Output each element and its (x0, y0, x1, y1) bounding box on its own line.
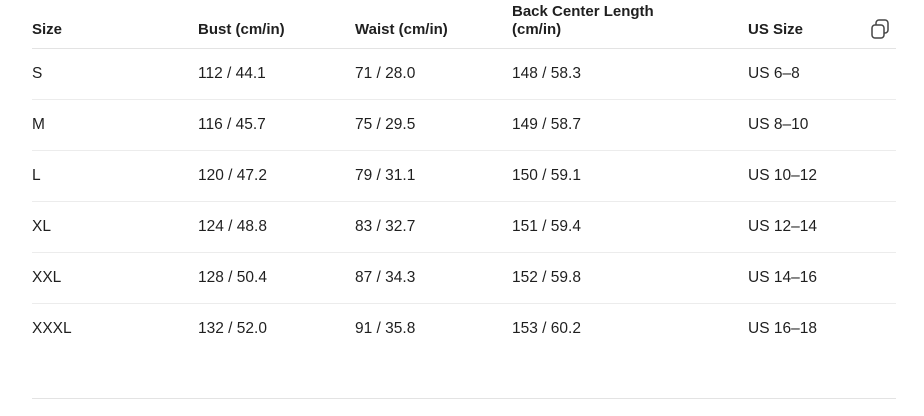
table-cell: 75 / 29.5 (355, 116, 416, 133)
table-cell: US 10–12 (748, 167, 817, 184)
table-cell: US 12–14 (748, 218, 817, 235)
table-cell: US 14–16 (748, 269, 817, 286)
table-row: L 120 / 47.2 79 / 31.1 150 / 59.1 US 10–12 (32, 151, 896, 202)
table-row: S 112 / 44.1 71 / 28.0 148 / 58.3 US 6–8 (32, 49, 896, 100)
table-cell: 153 / 60.2 (512, 320, 581, 337)
table-cell: 79 / 31.1 (355, 167, 416, 184)
table-cell: US 16–18 (748, 320, 817, 337)
table-cell: M (32, 116, 45, 133)
table-cell: US 8–10 (748, 116, 809, 133)
table-cell: 116 / 45.7 (198, 116, 266, 133)
table-row: XXXL 132 / 52.0 91 / 35.8 153 / 60.2 US 16–1… (32, 304, 896, 354)
column-header: US Size (748, 21, 804, 38)
table-cell: 132 / 52.0 (198, 320, 267, 337)
copy-button[interactable] (869, 18, 891, 40)
table-cell: 112 / 44.1 (198, 65, 266, 82)
table-cell: US 6–8 (748, 65, 800, 82)
header-row: Size Bust (cm/in) Waist (cm/in) Back Center… (32, 0, 896, 49)
table-cell: XL (32, 218, 51, 235)
column-header: Size (32, 21, 63, 38)
table-cell: 151 / 59.4 (512, 218, 581, 235)
column-header: Back Center Length (cm/in) (512, 3, 654, 38)
table-cell: 128 / 50.4 (198, 269, 267, 286)
table-row: XXL 128 / 50.4 87 / 34.3 152 / 59.8 US 14–16 (32, 253, 896, 304)
table-cell: 91 / 35.8 (355, 320, 416, 337)
table-cell: 83 / 32.7 (355, 218, 416, 235)
table-cell: 152 / 59.8 (512, 269, 581, 286)
table-cell: 87 / 34.3 (355, 269, 416, 286)
table-row: XL 124 / 48.8 83 / 32.7 151 / 59.4 US 12–14 (32, 202, 896, 253)
column-header: Waist (cm/in) (355, 21, 448, 38)
table-cell: S (32, 65, 43, 82)
table-cell: 149 / 58.7 (512, 116, 581, 133)
table-cell: XXL (32, 269, 62, 286)
column-header: Bust (cm/in) (198, 21, 285, 38)
table-cell: XXXL (32, 320, 72, 337)
table-cell: 148 / 58.3 (512, 65, 581, 82)
divider (32, 398, 896, 399)
table-cell: 120 / 47.2 (198, 167, 267, 184)
table-cell: 71 / 28.0 (355, 65, 416, 82)
size-table: Size Bust (cm/in) Waist (cm/in) Back Center… (32, 0, 896, 354)
table-row: M 116 / 45.7 75 / 29.5 149 / 58.7 US 8–10 (32, 100, 896, 151)
table-cell: 124 / 48.8 (198, 218, 267, 235)
table-cell: L (32, 167, 41, 184)
table-cell: 150 / 59.1 (512, 167, 581, 184)
